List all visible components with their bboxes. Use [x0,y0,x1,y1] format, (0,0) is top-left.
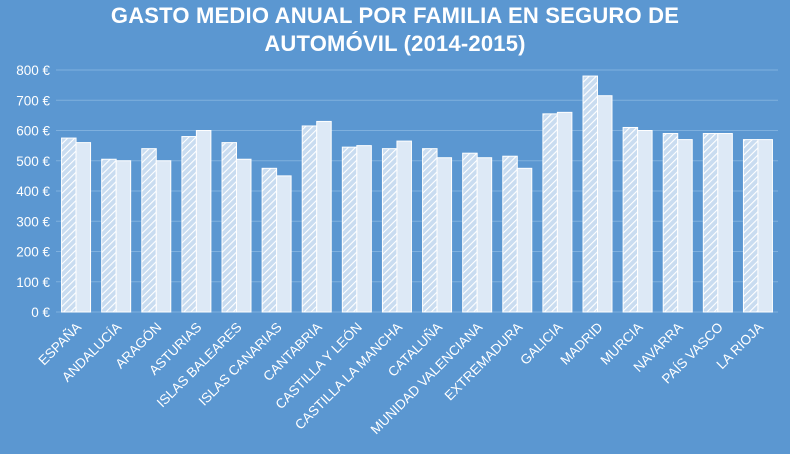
bar-hatched [101,158,117,313]
bar-solid [195,130,212,313]
bar-solid [757,139,773,313]
bar-solid [637,130,653,313]
bar-solid [316,120,332,313]
chart-title-line-1: GASTO MEDIO ANUAL POR FAMILIA EN SEGURO … [110,3,680,28]
x-tick-label: GALICIA [517,320,565,368]
bar-solid [516,167,533,313]
bar-solid [717,133,733,313]
bar-solid [276,175,292,313]
bar-hatched [221,142,237,313]
bar-solid [75,142,92,313]
chart-title-line-2: AUTOMÓVIL (2014-2015) [264,31,526,56]
bar-solid [115,160,132,313]
y-tick-label: 200 € [16,245,50,260]
bar-hatched [702,133,719,313]
bar-hatched [181,136,197,313]
bar-solid [556,111,573,313]
y-tick-label: 400 € [16,184,50,199]
y-tick-label: 700 € [16,93,50,108]
bar-hatched [341,146,358,313]
bar-hatched [141,148,157,313]
bar-solid [236,158,252,313]
bar-solid [476,157,493,313]
y-tick-label: 500 € [16,154,50,169]
y-tick-label: 600 € [16,124,50,139]
x-tick-label: EXTREMADURA [442,320,526,404]
bar-solid [436,157,453,313]
bar-hatched [261,167,278,313]
bar-hatched [422,148,438,313]
bar-solid [396,140,412,313]
bar-hatched [502,155,518,313]
bar-hatched [622,126,639,313]
bar-solid [597,95,613,313]
bar-hatched [542,113,558,313]
bar-hatched [61,137,77,313]
bar-hatched [582,75,598,313]
bar-hatched [662,133,679,313]
bar-solid [677,139,693,313]
y-tick-label: 100 € [16,275,50,290]
bar-solid [155,160,172,313]
bar-hatched [742,139,759,313]
bar-hatched [381,148,398,313]
bar-hatched [301,125,318,313]
y-tick-label: 800 € [16,63,50,78]
y-tick-label: 300 € [16,214,50,229]
chart-title: GASTO MEDIO ANUAL POR FAMILIA EN SEGURO … [0,2,790,58]
bar-solid [356,145,372,313]
y-tick-label: 0 € [31,305,50,320]
x-tick-label: MADRID [557,319,605,367]
bar-hatched [462,152,478,313]
